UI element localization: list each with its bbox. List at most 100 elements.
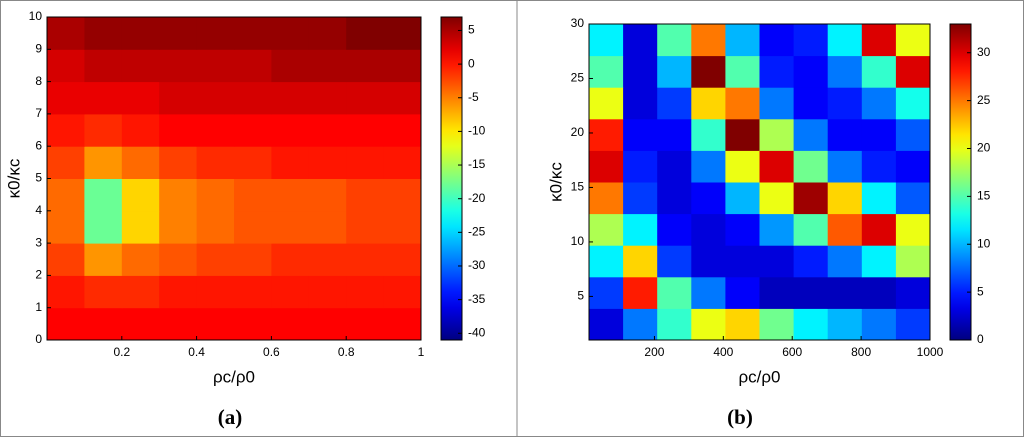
heatmap-cell [84,275,123,309]
heatmap-cell [623,213,658,246]
heatmap-cell [234,275,272,309]
heatmap-cell [308,81,347,115]
heatmap-cell [234,113,272,147]
heatmap-cell [623,24,658,57]
heatmap-cell [234,49,272,83]
heatmap-cell [346,307,385,341]
heatmap-cell [271,49,310,83]
heatmap-cell [861,182,897,215]
heatmap-cell [47,113,85,147]
heatmap-cell [346,275,385,309]
y-axis-label: κ0/κc [546,162,565,202]
heatmap-cell [84,307,123,341]
heatmap-cell [84,178,123,212]
heatmap-cell [691,245,726,278]
heatmap-cell [346,243,385,276]
heatmap-cell [725,276,760,309]
heatmap-cell [121,275,160,309]
heatmap-cell [234,307,272,341]
heatmap-cell [346,178,385,212]
heatmap-cell [234,81,272,115]
heatmap-cell [121,178,160,212]
heatmap-cell [121,17,160,50]
heatmap-cell [657,245,692,278]
heatmap-cell [759,182,795,215]
heatmap-cell [759,276,795,309]
heatmap-cell [623,118,658,151]
colorbar-tick-label: -5 [468,90,479,104]
heatmap-cell [84,81,123,115]
heatmap-cell [308,146,347,179]
colorbar-tick-label: -15 [468,157,486,171]
heatmap-cell [234,178,272,212]
colorbar-tick-label: 5 [977,284,984,298]
heatmap-cell [121,146,160,179]
heatmap-cell [159,307,198,341]
heatmap-cell [383,210,422,244]
colorbar-tick-label: 25 [977,93,991,107]
heatmap-cell [725,245,760,278]
y-tick-label: 2 [35,268,42,282]
heatmap-cell [383,49,422,83]
heatmap-cell [47,49,85,83]
heatmap-cell [589,276,624,309]
heatmap-cell [827,87,863,120]
heatmap-cell [691,150,726,183]
y-tick-label: 5 [577,289,584,303]
heatmap-cell [657,87,692,120]
heatmap-cell [589,245,624,278]
heatmap-cell [84,243,123,276]
heatmap-cell [159,113,198,147]
heatmap-cell [383,275,422,309]
heatmap-cell [47,210,85,244]
y-tick-label: 0 [35,332,42,346]
heatmap-cell [271,178,310,212]
heatmap-cell [827,24,863,57]
heatmap-cell [196,275,235,309]
heatmap-cell [657,118,692,151]
heatmap-cell [159,243,198,276]
colorbar [949,23,972,341]
heatmap-cell [47,146,85,179]
heatmap-cell [47,275,85,309]
heatmap-cell [234,146,272,179]
heatmap-cell [271,243,310,276]
y-tick-label: 9 [35,41,42,55]
heatmap-cell [589,213,624,246]
heatmap-cell [861,308,897,341]
heatmap-cell [895,55,931,88]
heatmap-cell [725,87,760,120]
heatmap-cell [895,276,931,309]
heatmap-cell [159,146,198,179]
heatmap-cell [308,307,347,341]
heatmap-cell [589,308,624,341]
heatmap-cell [196,243,235,276]
heatmap-cell [346,49,385,83]
heatmap-cell [861,24,897,57]
heatmap-cell [827,276,863,309]
heatmap-cell [159,210,198,244]
heatmap-cell [589,24,624,57]
heatmap-cell [271,275,310,309]
heatmap-cell [383,113,422,147]
heatmap-cell [657,55,692,88]
heatmap-cell [691,55,726,88]
heatmap-cell [159,275,198,309]
y-tick-label: 10 [29,9,43,23]
heatmap-cell [793,150,829,183]
heatmap-cell [196,146,235,179]
x-tick-label: 400 [713,345,733,359]
heatmap-cell [47,178,85,212]
heatmap-cell [159,178,198,212]
y-tick-label: 1 [35,300,42,314]
heatmap-cell [383,307,422,341]
heatmap-cell [725,118,760,151]
x-tick-label: 1 [418,345,425,359]
heatmap-cell [725,55,760,88]
heatmap-cell [793,213,829,246]
x-tick-label: 0.6 [263,345,280,359]
heatmap-cell [827,182,863,215]
colorbar-tick-label: -25 [468,225,486,239]
heatmap-cell [657,308,692,341]
